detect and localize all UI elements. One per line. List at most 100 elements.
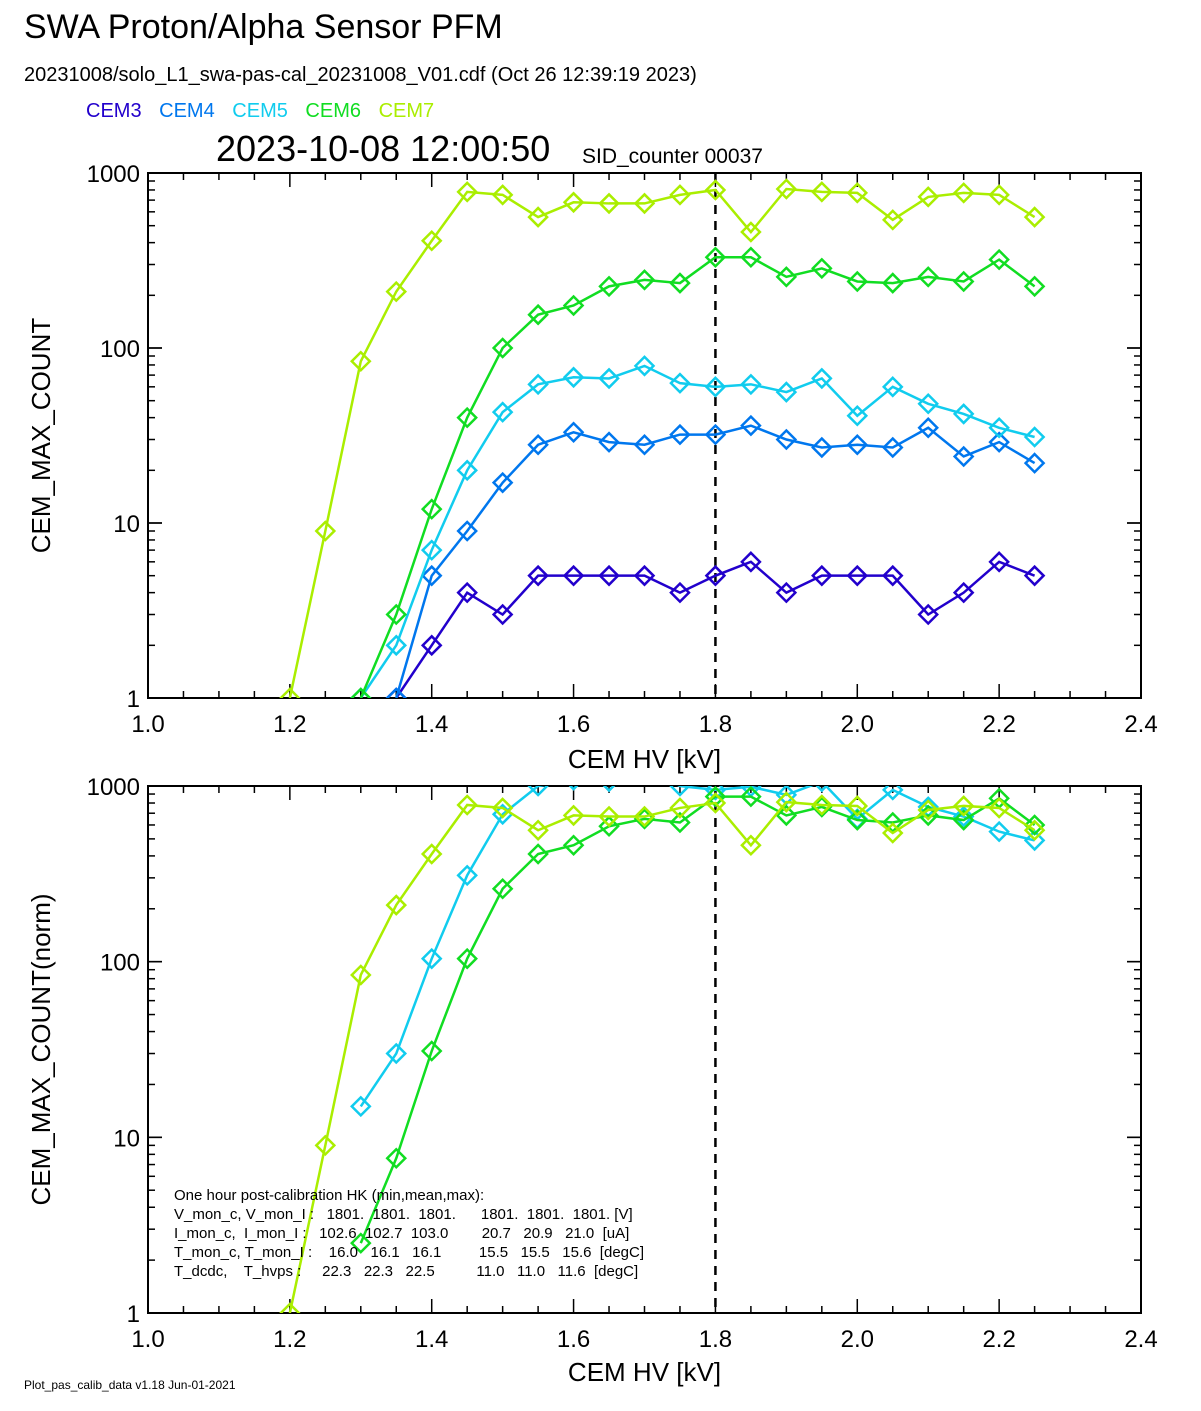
data-point — [669, 372, 691, 394]
data-point — [952, 795, 975, 817]
data-point — [491, 401, 514, 423]
data-point — [385, 1042, 408, 1065]
data-point — [598, 805, 620, 828]
data-point — [456, 520, 478, 542]
x-tick-label: 1.0 — [131, 1326, 164, 1353]
data-point — [881, 209, 904, 231]
data-point — [988, 184, 1010, 206]
data-point — [602, 786, 616, 793]
data-point — [420, 947, 443, 970]
x-axis-label: CEM HV [kV] — [568, 1357, 721, 1387]
y-tick-label: 1000 — [87, 161, 140, 188]
hk-annotation-line: One hour post-calibration HK (min,mean,m… — [174, 1187, 484, 1204]
data-point — [420, 539, 443, 561]
data-point — [881, 376, 904, 398]
data-point — [917, 186, 939, 208]
legend: CEM3 CEM4 CEM5 CEM6 CEM7 — [86, 100, 446, 123]
data-point — [775, 791, 798, 813]
data-point — [775, 381, 798, 403]
series-group — [279, 178, 1046, 698]
data-point — [633, 805, 656, 828]
y-tick-label: 1000 — [87, 774, 140, 801]
x-tick-label: 1.6 — [557, 711, 590, 738]
data-point — [491, 471, 514, 494]
data-point — [952, 809, 975, 831]
data-point — [704, 376, 727, 398]
data-point — [811, 257, 833, 280]
y-axis-label: CEM_MAX_COUNT(norm) — [26, 893, 56, 1205]
data-point — [704, 423, 727, 446]
data-point — [598, 431, 620, 453]
series-line-cem5 — [359, 364, 1035, 698]
x-tick-label: 2.0 — [841, 711, 874, 738]
data-point — [562, 191, 585, 214]
data-point — [456, 181, 478, 203]
data-point — [952, 270, 975, 293]
data-point — [491, 337, 514, 359]
data-point — [350, 1095, 372, 1118]
data-point — [385, 634, 408, 657]
data-point — [704, 792, 727, 814]
data-point — [562, 564, 585, 587]
data-point — [420, 1040, 443, 1062]
data-point — [917, 417, 939, 439]
data-point — [881, 436, 904, 459]
series-line-cem7 — [288, 800, 1036, 1313]
data-point — [846, 270, 869, 293]
data-point — [491, 184, 514, 206]
data-point — [385, 1147, 408, 1170]
data-point — [917, 603, 939, 626]
data-point — [314, 1134, 337, 1157]
data-point — [811, 564, 833, 587]
data-point — [669, 786, 691, 797]
legend-entry-cem7: CEM7 — [378, 100, 435, 122]
data-point — [740, 246, 762, 269]
y-tick-label: 10 — [113, 1125, 140, 1152]
page-title: SWA Proton/Alpha Sensor PFM — [24, 8, 503, 46]
x-tick-label: 1.6 — [557, 1326, 590, 1353]
data-point — [598, 815, 620, 838]
data-point — [562, 804, 585, 827]
data-point — [1023, 452, 1046, 474]
x-tick-label: 2.2 — [982, 1326, 1015, 1353]
data-point — [527, 819, 549, 842]
data-point — [598, 275, 620, 298]
data-point — [385, 280, 408, 303]
data-point — [598, 192, 620, 215]
data-point — [704, 564, 727, 587]
data-point — [811, 794, 833, 816]
legend-entry-cem6: CEM6 — [305, 100, 361, 122]
data-point — [952, 445, 975, 468]
data-point — [740, 414, 762, 437]
data-point — [811, 436, 833, 459]
data-point — [562, 294, 585, 317]
y-tick-label: 100 — [100, 336, 140, 363]
data-point — [385, 687, 408, 698]
data-point — [420, 634, 443, 657]
data-point — [704, 179, 727, 201]
footer-version: Plot_pas_calib_data v1.18 Jun-01-2021 — [24, 1378, 236, 1392]
data-point — [988, 797, 1010, 819]
series-line-cem7 — [288, 187, 1036, 698]
data-point — [456, 459, 478, 482]
data-point — [633, 192, 656, 215]
data-point — [598, 564, 620, 587]
x-tick-label: 2.2 — [982, 711, 1015, 738]
legend-entry-cem5: CEM5 — [232, 100, 288, 122]
data-point — [669, 184, 691, 206]
data-point — [420, 229, 443, 252]
file-subtitle: 20231008/solo_L1_swa-pas-cal_20231008_V0… — [24, 64, 697, 86]
data-point — [846, 564, 869, 587]
data-point — [350, 964, 372, 986]
data-point — [917, 799, 939, 821]
data-point — [1023, 206, 1046, 228]
y-tick-label: 1 — [127, 1301, 140, 1328]
data-point — [633, 269, 656, 291]
chart-panel-1: 1.0 1.2 1.4 1.6 1.8 2.0 2.2 2.4 1 10 100 1000 CEM HV… — [26, 161, 1158, 774]
data-point — [952, 581, 975, 604]
data-point — [633, 355, 656, 377]
data-point — [562, 834, 585, 857]
data-point — [775, 266, 798, 288]
y-tick-label: 100 — [100, 950, 140, 977]
data-point — [350, 350, 372, 373]
